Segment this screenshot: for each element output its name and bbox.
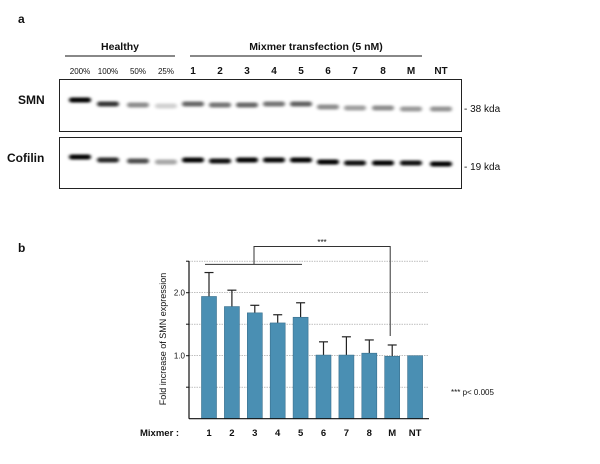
- bar-2: [224, 306, 240, 419]
- marker-19kda: - 19 kda: [464, 162, 501, 173]
- y-tick-label: 2.0: [174, 289, 186, 298]
- bar-NT: [407, 355, 423, 420]
- bar-8: [361, 352, 378, 419]
- band-smn: [209, 102, 231, 108]
- panel-a-label: a: [18, 12, 25, 26]
- x-tick-label: 8: [367, 428, 372, 439]
- band-smn: [263, 101, 285, 107]
- band-smn: [127, 102, 149, 108]
- band-cofilin: [263, 157, 285, 163]
- lane-label: 50%: [130, 67, 146, 76]
- bar-M: [384, 356, 401, 419]
- lane-label: 1: [190, 66, 196, 77]
- band-cofilin: [430, 161, 452, 167]
- x-tick-label: 5: [298, 428, 304, 439]
- marker-38kda: - 38 kda: [464, 104, 501, 115]
- bar-6: [315, 354, 332, 420]
- band-smn: [236, 102, 258, 108]
- band-smn: [69, 97, 91, 103]
- x-tick-label: 6: [321, 428, 326, 439]
- lane-label: 100%: [98, 67, 118, 76]
- lane-label: 4: [271, 66, 277, 77]
- panel-b-label: b: [18, 241, 25, 255]
- bar-5: [292, 316, 309, 419]
- p-value-note: *** p< 0.005: [451, 388, 494, 397]
- lane-label: M: [407, 66, 415, 77]
- row-label-smn: SMN: [18, 93, 45, 107]
- band-cofilin: [317, 159, 339, 165]
- blot-box-smn: [59, 79, 462, 132]
- band-cofilin: [182, 157, 204, 163]
- bar-1: [201, 296, 217, 420]
- lane-label: 8: [380, 66, 386, 77]
- x-tick-label: NT: [409, 428, 422, 439]
- band-cofilin: [155, 159, 177, 165]
- x-tick-label: 3: [252, 428, 257, 439]
- significance-stars: ***: [317, 238, 326, 247]
- bar-3: [247, 312, 263, 419]
- band-smn: [317, 104, 339, 110]
- group-label-mixmer: Mixmer transfection (5 nM): [249, 41, 383, 53]
- band-smn: [400, 106, 422, 112]
- x-tick-label: 4: [275, 428, 281, 439]
- bar-7: [338, 354, 355, 420]
- bar-4: [269, 322, 286, 420]
- band-cofilin: [69, 154, 91, 160]
- band-cofilin: [236, 157, 258, 163]
- lane-label: 3: [244, 66, 250, 77]
- band-cofilin: [400, 160, 422, 166]
- row-label-cofilin: Cofilin: [7, 151, 44, 165]
- band-smn: [344, 105, 366, 111]
- lane-label: 200%: [70, 67, 90, 76]
- lane-label: 25%: [158, 67, 174, 76]
- lane-label: 6: [325, 66, 331, 77]
- band-cofilin: [372, 160, 394, 166]
- y-tick-label: 1.0: [174, 352, 186, 361]
- band-cofilin: [344, 160, 366, 166]
- band-smn: [182, 101, 204, 107]
- lane-label: 7: [352, 66, 358, 77]
- band-smn: [155, 103, 177, 109]
- band-cofilin: [209, 158, 231, 164]
- band-smn: [290, 101, 312, 107]
- band-cofilin: [127, 158, 149, 164]
- blot-box-cofilin: [59, 137, 462, 189]
- band-smn: [430, 106, 452, 112]
- lane-label: 5: [298, 66, 304, 77]
- lane-label: NT: [434, 66, 447, 77]
- band-smn: [97, 101, 119, 107]
- y-axis-label: Fold increase of SMN expression: [158, 273, 168, 406]
- x-axis-prefix: Mixmer :: [140, 428, 179, 439]
- significance-bracket: [253, 246, 391, 336]
- x-tick-label: 7: [344, 428, 349, 439]
- band-cofilin: [290, 157, 312, 163]
- group-label-healthy: Healthy: [101, 41, 139, 53]
- x-tick-label: 2: [229, 428, 234, 439]
- x-tick-label: M: [388, 428, 396, 439]
- band-cofilin: [97, 157, 119, 163]
- band-smn: [372, 105, 394, 111]
- x-tick-label: 1: [206, 428, 212, 439]
- lane-label: 2: [217, 66, 223, 77]
